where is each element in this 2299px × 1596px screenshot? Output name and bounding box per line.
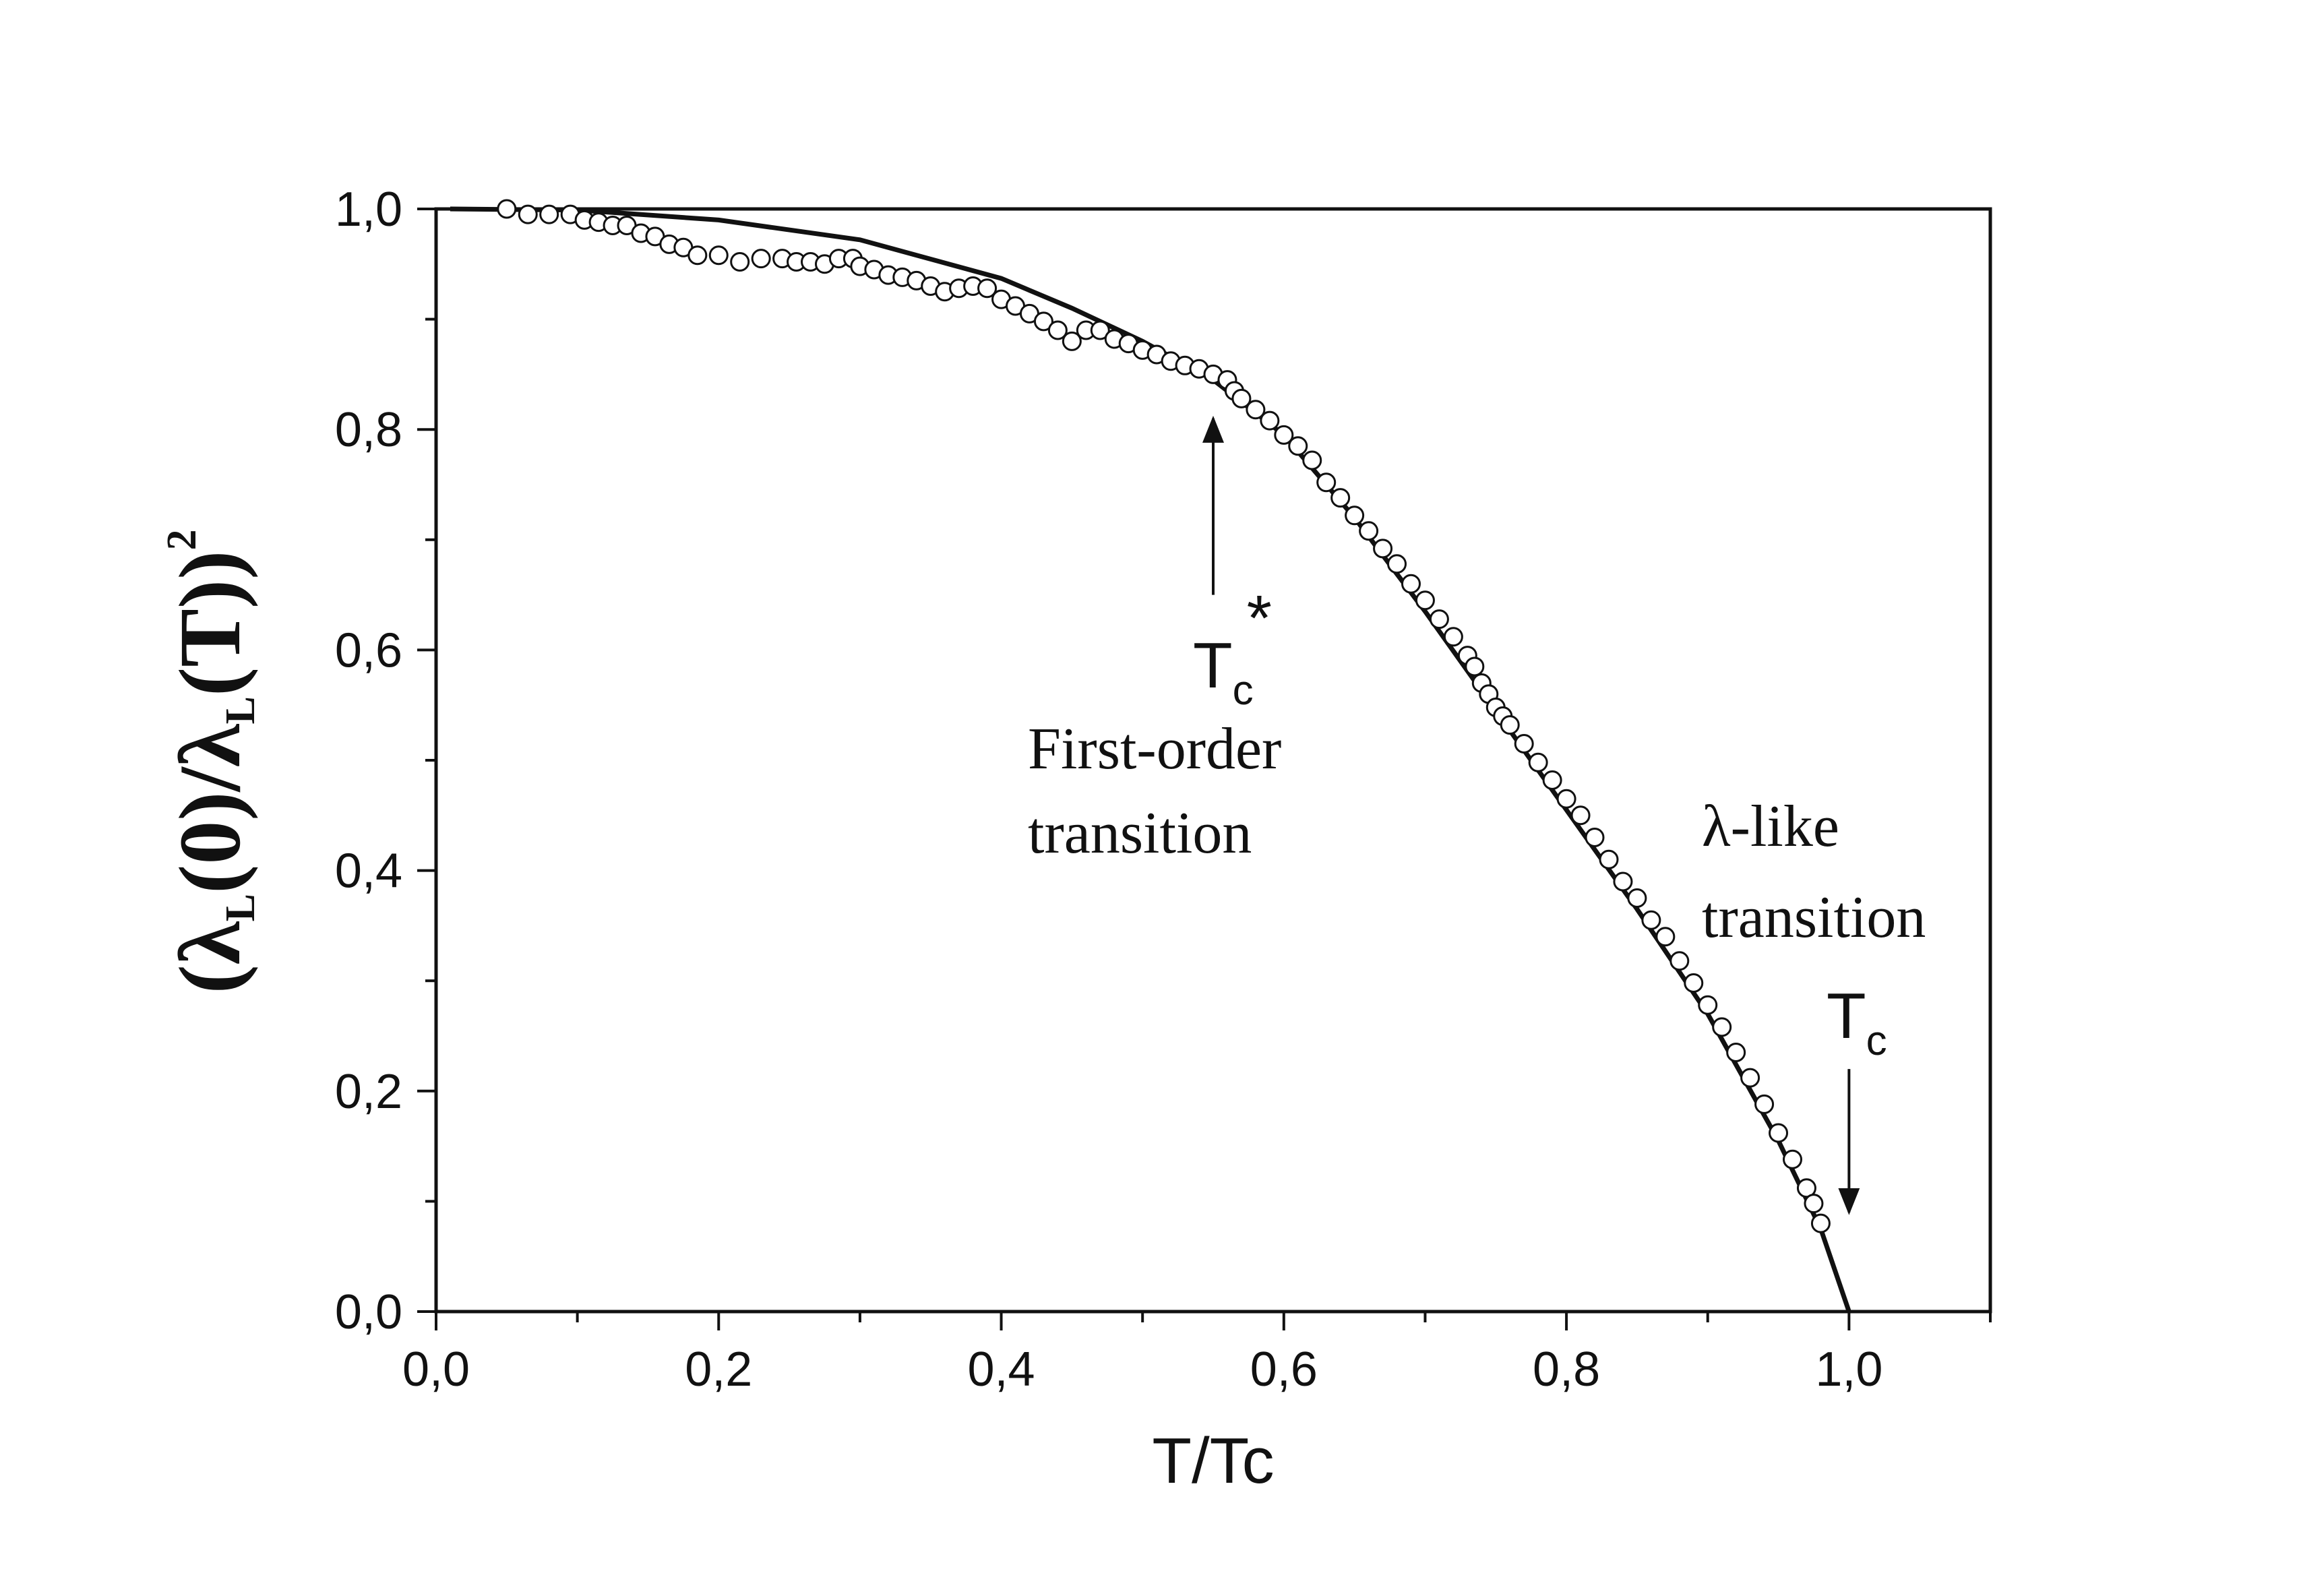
data-point — [1062, 331, 1082, 351]
data-point — [1769, 1123, 1789, 1143]
y-tick-label: 0,6 — [335, 623, 402, 677]
data-point — [1613, 871, 1633, 892]
first-order-label-line1: First-order — [1028, 716, 1281, 782]
data-point — [730, 252, 750, 272]
data-point — [1528, 752, 1548, 772]
data-point — [1585, 828, 1605, 848]
data-point — [1712, 1017, 1732, 1037]
x-tick-label: 0,8 — [1533, 1343, 1600, 1396]
data-point — [1387, 554, 1407, 574]
y-tick-label: 0,4 — [335, 845, 402, 898]
x-tick-label: 0,2 — [685, 1343, 752, 1396]
y-title-mid: (0)/λ — [162, 723, 259, 894]
data-point — [1570, 805, 1591, 826]
data-point — [539, 204, 559, 224]
data-point — [1641, 910, 1661, 930]
first-order-label-line2: transition — [1028, 801, 1252, 866]
y-title-sub2: L — [218, 696, 264, 724]
data-point — [1090, 320, 1110, 340]
tc-label: Tc — [1827, 980, 1887, 1064]
data-point — [708, 245, 729, 266]
data-point — [1047, 320, 1068, 340]
y-tick-label: 0,8 — [335, 403, 402, 457]
data-point — [518, 204, 538, 224]
y-title-open: (λ — [162, 921, 259, 993]
data-point — [1302, 450, 1322, 470]
data-point — [1754, 1094, 1775, 1114]
data-point — [1698, 995, 1718, 1015]
x-axis-ticks — [435, 1312, 1992, 1330]
data-point — [687, 245, 708, 266]
data-point — [1684, 973, 1704, 993]
data-point — [1655, 927, 1676, 947]
data-point — [1726, 1043, 1746, 1063]
lambda-like-label-line2: transition — [1702, 885, 1926, 950]
data-point — [1810, 1213, 1831, 1233]
data-point — [1260, 410, 1280, 431]
y-tick-label: 0,2 — [335, 1065, 402, 1119]
y-axis-title: (λL(0)/λL(T))2 — [159, 529, 264, 993]
data-point — [1627, 888, 1647, 908]
data-point — [1359, 521, 1379, 541]
data-point — [1804, 1194, 1824, 1214]
y-axis-tick-labels: 0,0 0,2 0,4 0,6 0,8 1,0 — [335, 183, 402, 1339]
x-axis-title: T/Tc — [1152, 1425, 1274, 1497]
data-point — [1500, 715, 1520, 735]
data-point — [1274, 425, 1294, 445]
data-point — [1316, 472, 1337, 493]
y-tick-label: 0,0 — [335, 1285, 402, 1339]
data-point — [1443, 627, 1463, 647]
data-point — [1783, 1149, 1803, 1169]
data-point — [1345, 505, 1365, 526]
data-point — [1429, 609, 1449, 630]
data-point — [1033, 311, 1053, 332]
data-point — [1373, 539, 1393, 559]
x-tick-label: 1,0 — [1815, 1343, 1882, 1396]
data-point — [1401, 574, 1421, 594]
y-title-sub1: L — [218, 894, 264, 921]
data-point — [1669, 951, 1690, 971]
data-point — [497, 199, 517, 219]
svg-text:(λL(0)/λL(T))2: (λL(0)/λL(T))2 — [159, 529, 264, 993]
data-point — [1231, 388, 1252, 408]
lambda-like-label-line1: λ-like — [1702, 794, 1839, 859]
y-axis-ticks — [417, 208, 436, 1313]
y-title-close: (T)) — [162, 550, 259, 696]
data-point — [1246, 400, 1266, 420]
data-point — [751, 249, 771, 269]
data-points — [497, 199, 1831, 1233]
y-tick-label: 1,0 — [335, 183, 402, 237]
data-point — [1415, 590, 1435, 611]
data-point — [1599, 849, 1619, 869]
data-point — [977, 278, 998, 299]
data-point — [1514, 733, 1534, 754]
data-point — [1740, 1068, 1760, 1088]
x-tick-label: 0,6 — [1250, 1343, 1318, 1396]
tc-star-label: Tc* — [1193, 582, 1272, 714]
x-tick-label: 0,0 — [402, 1343, 470, 1396]
x-axis-tick-labels: 0,0 0,2 0,4 0,6 0,8 1,0 — [402, 1343, 1882, 1396]
data-point — [1465, 656, 1485, 677]
x-tick-label: 0,4 — [967, 1343, 1035, 1396]
data-point — [1288, 436, 1308, 456]
data-point — [1556, 789, 1576, 809]
data-point — [1330, 488, 1351, 508]
y-title-sup: 2 — [159, 529, 205, 550]
data-point — [1542, 770, 1562, 790]
